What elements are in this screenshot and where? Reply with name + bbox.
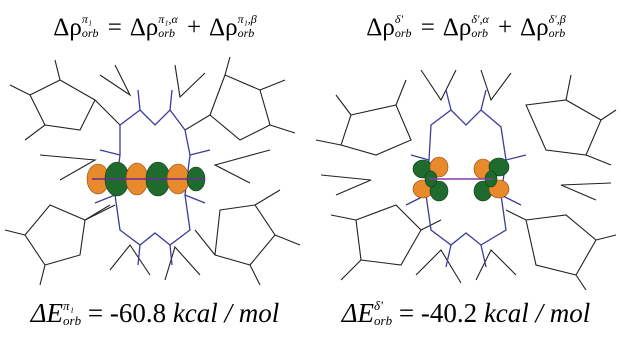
energy-symbol: ΔE (30, 298, 64, 328)
right-panel: Δρ δ' orb = Δρ δ',α orb + Δρ δ',β orb (311, 0, 621, 349)
formula-plus: + (187, 14, 202, 41)
formula-equals: = (420, 14, 435, 41)
density-formula: Δρ π₁ orb = Δρ π₁,α orb + Δρ π₁,β orb (0, 8, 310, 48)
energy-symbol: ΔE (341, 298, 375, 328)
left-panel: Δρ π₁ orb = Δρ π₁,α orb + Δρ π₁,β orb (0, 0, 310, 349)
formula-term1-sub: orb (158, 26, 175, 41)
density-formula: Δρ δ' orb = Δρ δ',α orb + Δρ δ',β orb (311, 8, 621, 48)
formula-term2-sub: orb (237, 26, 255, 41)
energy-sub: orb (63, 312, 82, 328)
formula-lhs-sub: orb (81, 26, 99, 41)
orbital-energy: ΔE π₁ orb = -60.8 kcal / mol (0, 288, 310, 338)
formula-lhs-sub: orb (394, 26, 412, 41)
formula-term2-sup: δ',β (548, 12, 566, 27)
molecule-frame (4, 56, 301, 286)
energy-unit: kcal / mol (172, 298, 280, 328)
formula-lhs-sup: π₁ (81, 12, 92, 27)
formula-term2-symbol: Δρ (520, 14, 549, 41)
energy-value: -40.2 (420, 298, 478, 328)
formula-term1-sup: π₁,α (158, 12, 178, 27)
energy-equals: = (87, 298, 104, 328)
molecule-frame (315, 69, 617, 290)
orbital-lobes-right (412, 156, 510, 202)
formula-plus: + (498, 14, 513, 41)
energy-sup: δ' (374, 297, 383, 313)
formula-term1-symbol: Δρ (442, 14, 472, 41)
molecule-nitrogen-bonds (94, 89, 211, 266)
orbital-energy: ΔE δ' orb = -40.2 kcal / mol (311, 288, 621, 338)
formula-term2-sub: orb (548, 26, 566, 41)
energy-value: -60.8 (109, 298, 167, 328)
formula-term1-sub: orb (471, 26, 488, 41)
molecule-right (315, 69, 617, 290)
energy-equals: = (398, 298, 415, 328)
molecule-left (4, 56, 301, 286)
energy-sup: π₁ (63, 297, 75, 313)
formula-equals: = (107, 14, 122, 41)
formula-lhs-sup: δ' (394, 12, 404, 27)
energy-unit: kcal / mol (483, 298, 591, 328)
formula-term2-sup: π₁,β (237, 12, 257, 27)
molecule-nitrogen-bonds (405, 89, 527, 268)
formula-term2-symbol: Δρ (209, 14, 238, 41)
formula-lhs-symbol: Δρ (366, 14, 395, 41)
energy-sub: orb (374, 312, 393, 328)
formula-term1-symbol: Δρ (129, 14, 159, 41)
formula-term1-sup: δ',α (471, 12, 489, 27)
orbital-lobes-left (86, 161, 206, 197)
formula-lhs-symbol: Δρ (53, 14, 82, 41)
